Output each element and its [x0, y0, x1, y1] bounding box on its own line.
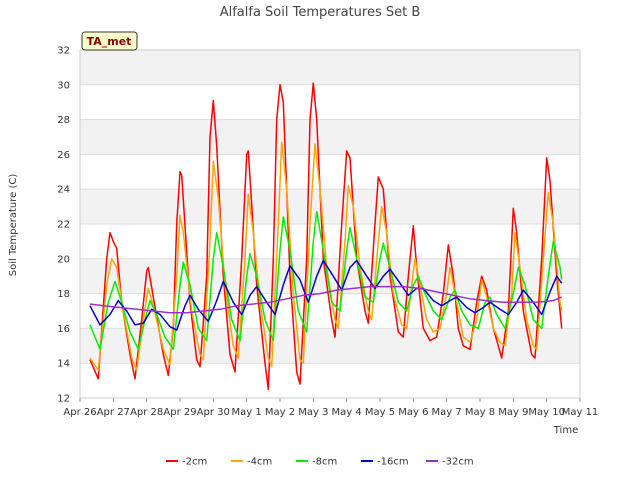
y-tick-label: 26	[57, 150, 70, 161]
grid-band	[80, 119, 580, 155]
y-tick-label: 14	[57, 359, 70, 370]
x-tick-label: Apr 28	[130, 407, 163, 418]
y-tick-label: 24	[57, 185, 70, 196]
plot-frame	[79, 49, 581, 399]
series-line-minus-4cm	[89, 141, 563, 371]
series-lines	[89, 82, 563, 391]
legend: -2cm -4cm -8cm -16cm -32cm	[166, 457, 474, 468]
legend-label: -8cm	[312, 457, 337, 468]
x-tick-label: Apr 29	[163, 407, 196, 418]
x-axis-title: Time	[553, 425, 578, 436]
x-tick-label: Apr 30	[197, 407, 230, 418]
station-badge-box	[81, 31, 138, 51]
x-tick-label: Apr 27	[97, 407, 130, 418]
x-axis-ticks: Apr 26 Apr 27 Apr 28 Apr 29 Apr 30 May 1 May 2…	[63, 398, 598, 418]
y-tick-label: 30	[57, 80, 70, 91]
x-tick-label: May 3	[298, 407, 328, 418]
legend-label: -4cm	[247, 457, 272, 468]
x-tick-label: May 7	[432, 407, 462, 418]
station-badge: TA_met	[81, 31, 138, 51]
series-line-minus-8cm	[89, 211, 563, 351]
x-tick-label: May 11	[562, 407, 599, 418]
grid-band	[80, 50, 580, 85]
y-axis-title: Soil Temperature (C)	[8, 174, 19, 277]
y-tick-label: 28	[57, 115, 70, 126]
y-tick-label: 32	[57, 46, 70, 57]
grid-band	[80, 189, 580, 224]
y-tick-label: 16	[57, 324, 70, 335]
legend-label: -32cm	[442, 457, 474, 468]
y-tick-label: 18	[57, 289, 70, 300]
y-axis-ticks: 12 14 16 18 20 22 24 26 28 30 32	[57, 46, 70, 405]
y-tick-label: 22	[57, 220, 70, 231]
x-tick-label: May 6	[398, 407, 428, 418]
x-tick-label: May 2	[265, 407, 295, 418]
x-tick-label: May 1	[232, 407, 262, 418]
series-line-minus-32cm	[89, 285, 562, 314]
chart-title: Alfalfa Soil Temperatures Set B	[220, 5, 421, 20]
series-line-minus-16cm	[89, 259, 563, 331]
x-tick-label: May 9	[498, 407, 528, 418]
station-badge-label: TA_met	[87, 35, 132, 48]
legend-label: -16cm	[377, 457, 409, 468]
x-tick-label: May 10	[528, 407, 565, 418]
x-tick-label: Apr 26	[63, 407, 96, 418]
legend-label: -2cm	[182, 457, 207, 468]
x-tick-label: May 5	[365, 407, 395, 418]
y-tick-label: 20	[57, 254, 70, 265]
y-tick-label: 12	[57, 394, 70, 405]
x-tick-label: May 4	[332, 407, 362, 418]
x-tick-label: May 8	[465, 407, 495, 418]
